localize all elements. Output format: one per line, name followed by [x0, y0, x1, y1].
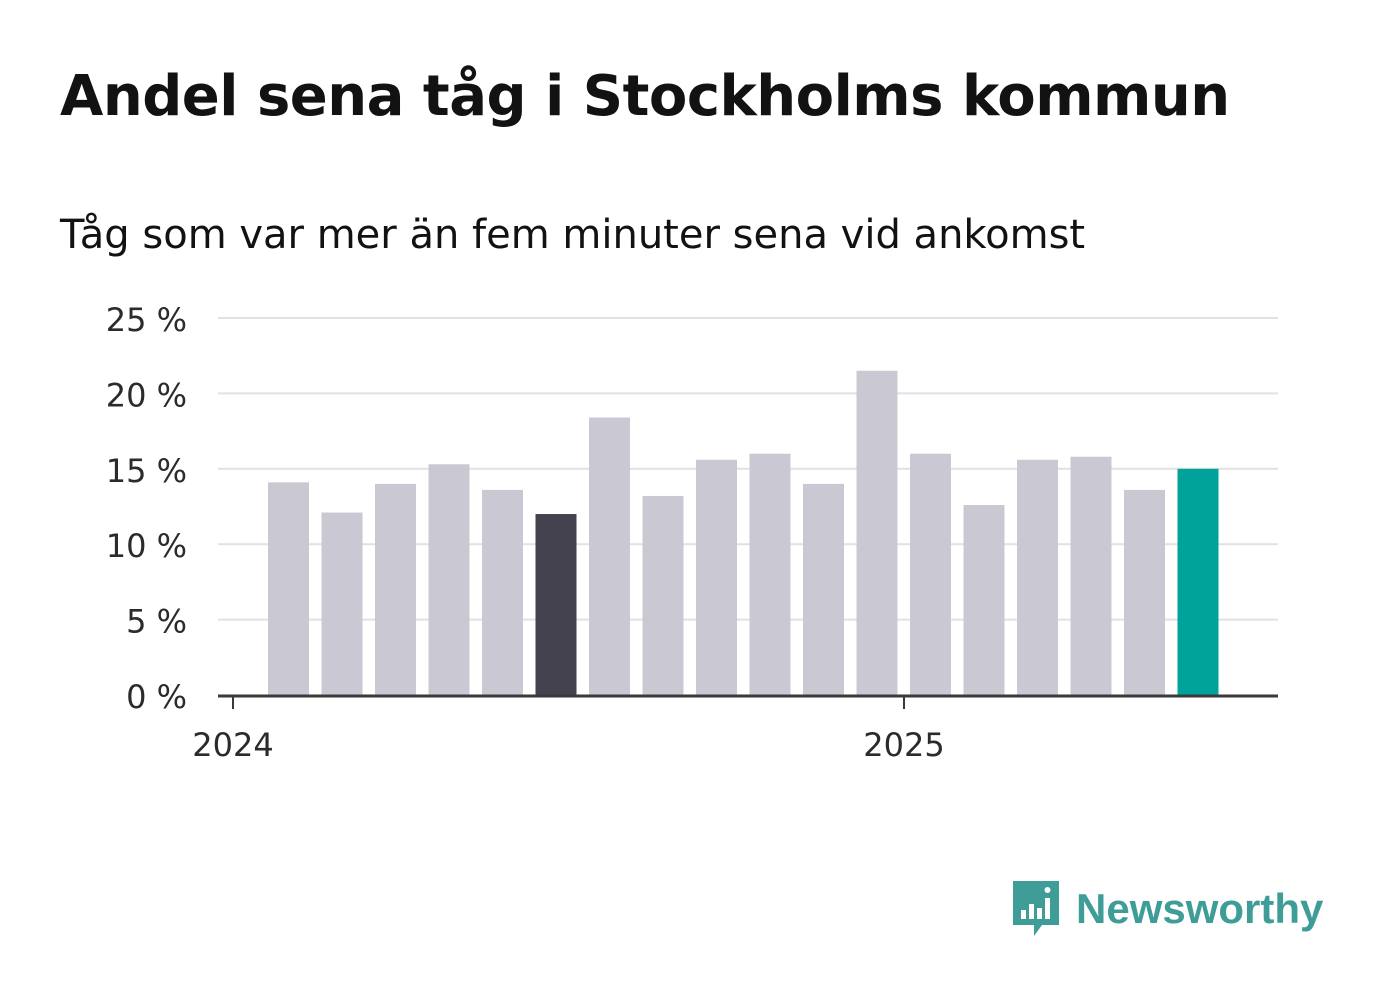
y-tick-label: 15 %	[106, 452, 187, 490]
bar	[1017, 459, 1058, 695]
bar	[589, 417, 630, 695]
bar-chart: 0 % 5 % 10 % 15 % 20 % 25 % 2024 2025	[106, 301, 1278, 764]
bar	[428, 464, 470, 695]
bar	[803, 483, 844, 695]
bar	[963, 504, 1005, 695]
y-tick-label: 10 %	[106, 527, 187, 565]
bar	[1070, 456, 1112, 695]
y-tick-label: 25 %	[106, 301, 187, 339]
chart-subtitle: Tåg som var mer än fem minuter sena vid …	[60, 212, 1086, 258]
bar	[482, 489, 523, 695]
logo-text: Newsworthy	[1076, 885, 1324, 932]
newsworthy-chart-bubble-icon	[1013, 881, 1059, 936]
bar	[696, 459, 737, 695]
y-tick-label: 0 %	[126, 678, 187, 716]
y-tick-label: 20 %	[106, 376, 187, 414]
bar	[321, 512, 363, 695]
bar	[856, 370, 898, 695]
x-tick-label: 2024	[192, 726, 273, 764]
x-axis: 2024 2025	[192, 694, 1278, 764]
y-axis-tick-labels: 0 % 5 % 10 % 15 % 20 % 25 %	[106, 301, 187, 716]
bar	[268, 482, 309, 695]
chart-title: Andel sena tåg i Stockholms kommun	[60, 64, 1230, 129]
bars	[268, 370, 1219, 695]
x-tick-label: 2025	[863, 726, 944, 764]
newsworthy-logo: Newsworthy	[1010, 878, 1323, 940]
bar	[1177, 468, 1219, 695]
bar	[375, 483, 416, 695]
y-tick-label: 5 %	[126, 603, 187, 641]
bar	[1124, 489, 1165, 695]
bar	[535, 514, 577, 695]
bar	[910, 453, 951, 695]
bar	[642, 495, 684, 695]
bar	[749, 453, 791, 695]
